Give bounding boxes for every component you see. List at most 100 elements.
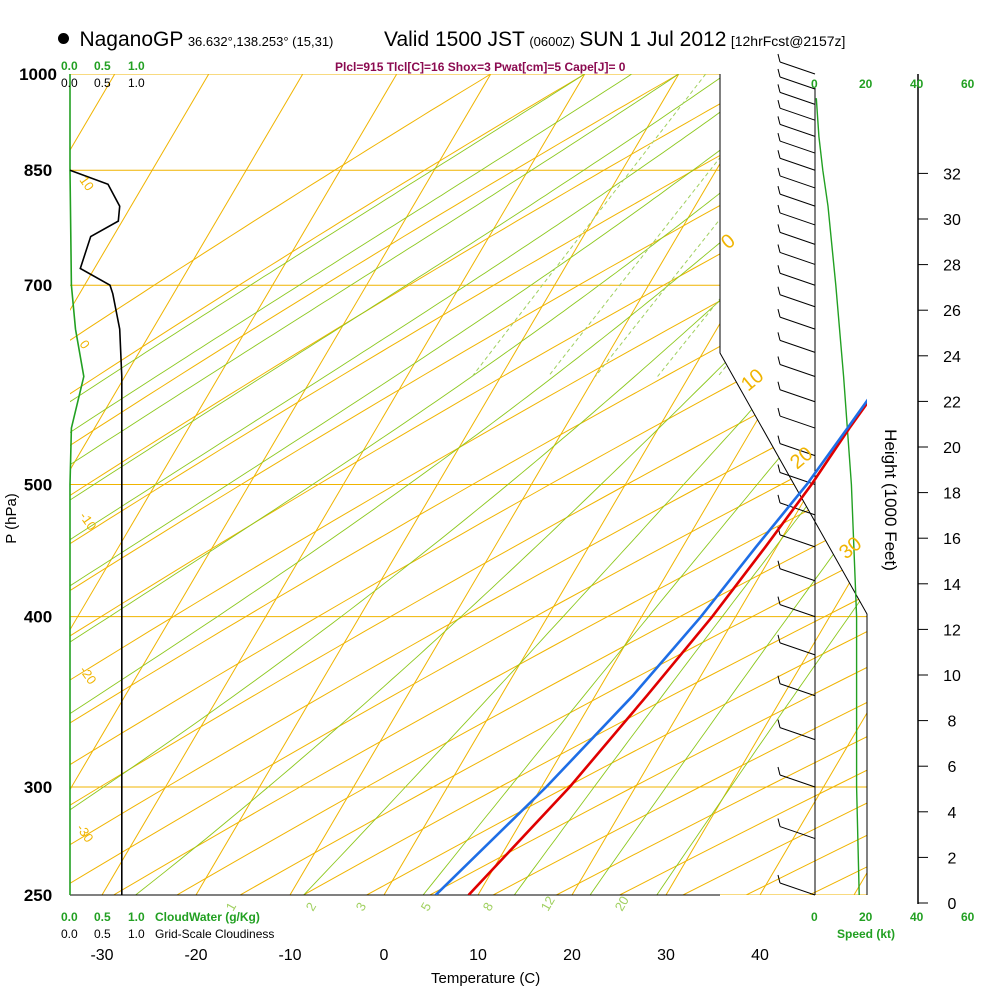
moist-adiabat-line	[589, 507, 867, 895]
pressure-tick-label: 1000	[19, 65, 57, 84]
speed-tick: 40	[910, 77, 924, 91]
forecast-label: [12hrFcst@2157z]	[730, 33, 846, 49]
cloudwater-tick: 0.0	[61, 59, 78, 73]
dry-adiabat-line	[70, 355, 867, 806]
dry-adiabat-line	[365, 631, 867, 895]
wind-barb-flag	[777, 560, 781, 569]
pressure-tick-label: 850	[24, 161, 52, 180]
wind-barb-flag	[777, 286, 781, 295]
height-tick-label: 28	[943, 258, 961, 275]
isotherm-line	[195, 74, 680, 895]
wind-barb-flag	[777, 596, 781, 605]
speed-tick: 60	[961, 77, 975, 91]
dry-adiabat-line	[70, 220, 867, 681]
wind-barb	[779, 604, 816, 618]
wind-barb-flag	[777, 68, 781, 78]
isotherm-line	[70, 74, 492, 791]
temperature-tick-label: 40	[751, 947, 769, 964]
valid-time: Valid 1500 JST (0600Z) SUN 1 Jul 2012 [1…	[384, 28, 845, 52]
speed-tick: 40	[910, 910, 924, 924]
dry-adiabat-line	[112, 479, 867, 895]
x-axis-title: Temperature (C)	[431, 970, 541, 987]
speed-tick: 20	[859, 77, 873, 91]
wind-barb-flag	[777, 132, 781, 142]
temperature-tick-label: 10	[469, 947, 487, 964]
wind-barb-flag	[777, 116, 781, 125]
plot-right-boundary	[719, 74, 868, 895]
wind-barb	[779, 231, 816, 245]
height-tick-label: 26	[943, 303, 961, 320]
speed-label: Speed (kt)	[837, 927, 896, 941]
cloudiness-tick: 1.0	[128, 76, 145, 90]
dry-adiabat-label: -20	[77, 663, 100, 687]
wind-barb-flag	[777, 167, 781, 177]
moist-adiabat-line	[70, 74, 726, 501]
pressure-tick-label: 400	[24, 608, 52, 627]
cloudwater-tick: 0.0	[61, 910, 78, 924]
mixing-ratio-line	[471, 74, 707, 377]
wind-barb-flag	[777, 204, 781, 214]
mixing-ratio-label: 12	[538, 893, 558, 913]
height-tick-label: 10	[943, 668, 961, 685]
height-tick-label: 32	[943, 166, 961, 183]
moist-adiabat-line	[70, 74, 679, 466]
wind-barb-flag	[777, 150, 781, 159]
mixing-ratio-label: 20	[612, 893, 632, 913]
wind-barb	[779, 76, 816, 90]
station-name: NaganoGP	[79, 28, 184, 51]
wind-barb-flag	[777, 265, 781, 274]
dry-adiabat-line	[239, 556, 867, 895]
isotherm-line	[759, 712, 867, 895]
isotherm-line	[477, 232, 867, 895]
dry-adiabat-label: 10	[77, 173, 98, 193]
moist-adiabat-line	[70, 74, 820, 587]
height-tick-label: 14	[943, 577, 961, 594]
wind-barb	[779, 316, 816, 330]
height-tick-label: 22	[943, 394, 961, 411]
page-title: NaganoGP 36.632°,138.253° (15,31)	[58, 28, 333, 52]
wind-barb-flag	[777, 818, 781, 827]
wind-barbs	[777, 53, 816, 896]
wind-barb	[779, 157, 816, 171]
wind-barb	[779, 193, 816, 207]
cloudwater-tick: 0.5	[94, 910, 111, 924]
wind-barb-flag	[777, 244, 781, 253]
wind-barb	[779, 91, 816, 105]
height-tick-label: 12	[943, 622, 961, 639]
cloudiness-tick: 0.5	[94, 927, 111, 941]
temperature-tick-label: -10	[278, 947, 301, 964]
height-tick-label: 2	[948, 850, 957, 867]
date-label: SUN 1 Jul 2012	[579, 28, 727, 51]
wind-barb	[779, 212, 816, 226]
moist-adiabat-line	[70, 74, 773, 541]
wind-barb	[779, 123, 816, 137]
wind-barb-flag	[777, 100, 781, 109]
station-dot-icon	[58, 33, 69, 44]
moist-adiabat-line	[70, 74, 632, 433]
height-tick-label: 0	[948, 896, 957, 913]
isotherm-line	[70, 74, 210, 311]
wind-barb-flag	[777, 634, 781, 643]
wind-barb	[779, 107, 816, 121]
wind-barb-flag	[777, 224, 781, 233]
wind-barb	[779, 642, 816, 656]
wind-barb-flag	[777, 84, 781, 93]
y-axis-title: P (hPa)	[2, 493, 20, 544]
valid-label: Valid 1500 JST	[384, 28, 525, 51]
height-tick-label: 18	[943, 486, 961, 503]
wind-barb-flag	[777, 53, 781, 63]
dry-adiabat-line	[175, 518, 867, 895]
wind-barb-flag	[777, 186, 781, 195]
wind-barb-flag	[777, 356, 781, 365]
cloudwater-label: CloudWater (g/Kg)	[155, 910, 260, 924]
isotherm-line	[70, 74, 304, 471]
temperature-tick-label: -20	[184, 947, 207, 964]
wind-barb	[779, 61, 816, 75]
wind-barb-flag	[777, 766, 781, 776]
wind-barb-flag	[777, 874, 781, 884]
wind-barb	[779, 443, 816, 457]
speed-tick: 0	[811, 910, 818, 924]
wind-barb	[779, 826, 816, 840]
